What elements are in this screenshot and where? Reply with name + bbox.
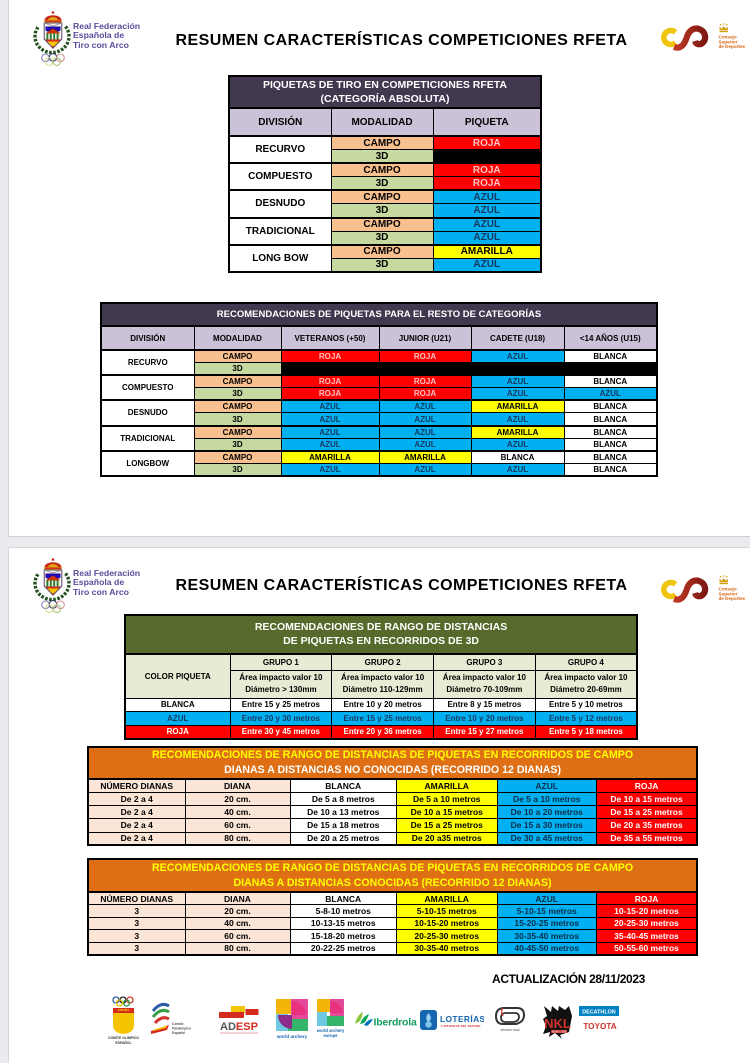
svg-text:Comité: Comité bbox=[172, 1022, 184, 1026]
svg-text:Paralímpico: Paralímpico bbox=[172, 1027, 191, 1031]
svg-text:Iberdrola: Iberdrola bbox=[374, 1017, 417, 1029]
svg-text:BOWS 2008: BOWS 2008 bbox=[552, 1030, 567, 1034]
svg-text:citröen club: citröen club bbox=[500, 1028, 519, 1032]
svg-text:de Deportes: de Deportes bbox=[719, 44, 746, 49]
svg-text:NKL: NKL bbox=[544, 1016, 571, 1031]
svg-text:europe: europe bbox=[324, 1033, 339, 1038]
svg-text:DECATHLON: DECATHLON bbox=[582, 1009, 616, 1015]
svg-text:world archery: world archery bbox=[317, 1028, 345, 1033]
svg-text:TOYOTA: TOYOTA bbox=[583, 1022, 616, 1031]
svg-text:Y APUESTAS DEL ESTADO: Y APUESTAS DEL ESTADO bbox=[441, 1024, 481, 1028]
svg-text:ESPAÑOL: ESPAÑOL bbox=[115, 1040, 131, 1045]
svg-text:ADESP: ADESP bbox=[220, 1021, 258, 1033]
svg-text:Español: Español bbox=[172, 1031, 185, 1035]
svg-text:COMITE OLIMPICO: COMITE OLIMPICO bbox=[108, 1036, 139, 1040]
svg-text:Superior: Superior bbox=[719, 39, 738, 44]
svg-text:world archery: world archery bbox=[276, 1034, 308, 1039]
svg-text:Consejo: Consejo bbox=[719, 35, 737, 40]
svg-text:LOTERÍAS: LOTERÍAS bbox=[440, 1013, 484, 1024]
svg-text:ESPAÑA: ESPAÑA bbox=[118, 1007, 129, 1012]
